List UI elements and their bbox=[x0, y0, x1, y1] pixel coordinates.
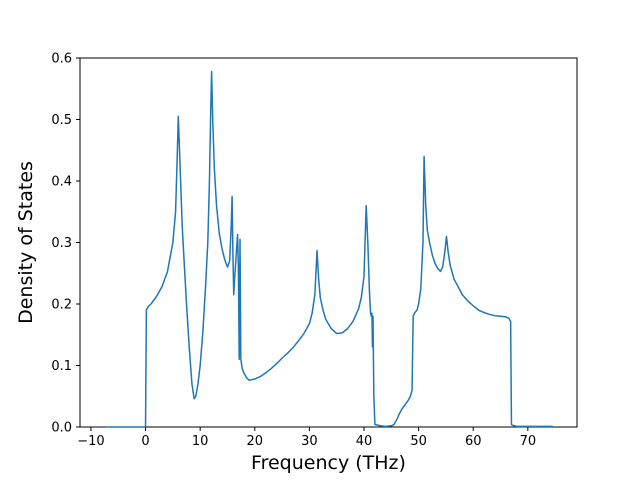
axes-spines bbox=[79, 57, 578, 428]
y-tick-label: 0.5 bbox=[51, 113, 72, 128]
y-tick-label: 0.4 bbox=[51, 175, 72, 190]
axes-layer: −10 0 10 20 30 40 50 60 70 0.0 0.1 0.2 0.3 0.4 0.5 0.6 bbox=[51, 52, 578, 449]
dos-line bbox=[106, 70, 554, 428]
y-tick-label: 0.3 bbox=[51, 236, 72, 251]
y-tick-label: 0.2 bbox=[51, 298, 72, 313]
line-layer bbox=[106, 70, 554, 428]
x-tick-label: −10 bbox=[77, 434, 104, 449]
y-tick-label: 0.6 bbox=[51, 52, 72, 67]
y-tick-label: 0.0 bbox=[51, 421, 72, 436]
x-tick-label: 20 bbox=[246, 434, 263, 449]
y-tick-label: 0.1 bbox=[51, 359, 72, 374]
x-tick-label: 30 bbox=[301, 434, 318, 449]
x-tick-label: 0 bbox=[141, 434, 149, 449]
x-tick-label: 50 bbox=[410, 434, 427, 449]
x-tick-label: 10 bbox=[192, 434, 209, 449]
x-tick-label: 60 bbox=[465, 434, 482, 449]
y-axis-label: Density of States bbox=[15, 161, 37, 324]
x-tick-label: 70 bbox=[520, 434, 537, 449]
x-axis-label: Frequency (THz) bbox=[251, 452, 406, 474]
x-tick-label: 40 bbox=[356, 434, 373, 449]
